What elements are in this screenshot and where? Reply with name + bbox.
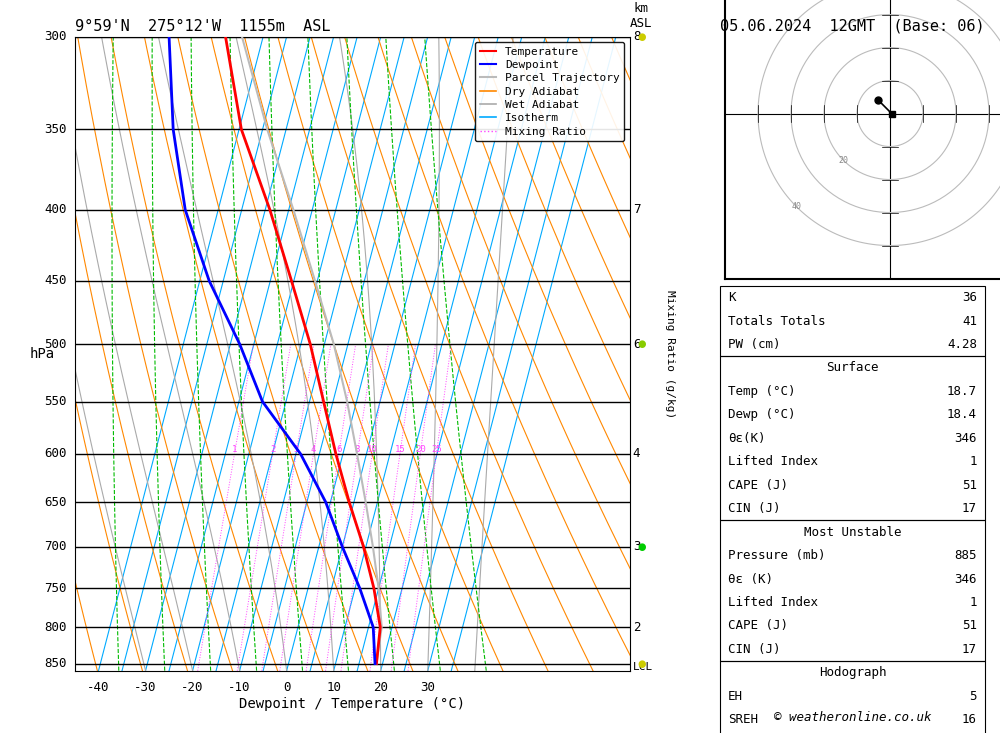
Text: 7: 7: [633, 203, 640, 216]
Text: θε(K): θε(K): [728, 432, 766, 445]
Text: Most Unstable: Most Unstable: [804, 526, 901, 539]
Text: 650: 650: [44, 496, 67, 509]
Text: 51: 51: [962, 479, 977, 492]
Text: Surface: Surface: [826, 361, 879, 375]
Text: 8: 8: [633, 30, 640, 43]
Text: 4: 4: [633, 447, 640, 460]
Text: 4.28: 4.28: [947, 338, 977, 351]
Text: Hodograph: Hodograph: [819, 666, 886, 679]
Text: 0: 0: [283, 682, 290, 694]
Text: θε (K): θε (K): [728, 572, 773, 586]
Text: LCL: LCL: [633, 662, 653, 672]
Text: 550: 550: [44, 395, 67, 408]
Text: 05.06.2024  12GMT  (Base: 06): 05.06.2024 12GMT (Base: 06): [720, 18, 985, 33]
Text: 346: 346: [954, 572, 977, 586]
Text: 20: 20: [838, 155, 848, 165]
Text: CIN (J): CIN (J): [728, 643, 780, 656]
Text: 800: 800: [44, 621, 67, 633]
Text: 2: 2: [633, 621, 640, 633]
Text: 15: 15: [395, 445, 405, 454]
Text: Lifted Index: Lifted Index: [728, 596, 818, 609]
Text: 10: 10: [326, 682, 341, 694]
Text: 25: 25: [431, 445, 442, 454]
Text: 17: 17: [962, 643, 977, 656]
Text: 40: 40: [792, 202, 802, 211]
Text: 850: 850: [44, 658, 67, 670]
Text: 1: 1: [970, 455, 977, 468]
Text: 20: 20: [415, 445, 426, 454]
Text: Pressure (mb): Pressure (mb): [728, 549, 826, 562]
Text: 6: 6: [633, 338, 640, 350]
Text: 450: 450: [44, 274, 67, 287]
Text: Temp (°C): Temp (°C): [728, 385, 796, 398]
Text: 3: 3: [293, 445, 299, 454]
Text: CAPE (J): CAPE (J): [728, 619, 788, 633]
Text: 4: 4: [311, 445, 316, 454]
Text: Dewp (°C): Dewp (°C): [728, 408, 796, 421]
Text: 9°59'N  275°12'W  1155m  ASL: 9°59'N 275°12'W 1155m ASL: [75, 19, 330, 34]
Text: 5: 5: [970, 690, 977, 703]
Text: CIN (J): CIN (J): [728, 502, 780, 515]
Text: 18.4: 18.4: [947, 408, 977, 421]
Text: 1: 1: [970, 596, 977, 609]
Text: ●: ●: [638, 659, 646, 668]
Text: K: K: [728, 291, 736, 304]
Text: Totals Totals: Totals Totals: [728, 314, 826, 328]
Text: hPa: hPa: [29, 347, 54, 361]
Text: 41: 41: [962, 314, 977, 328]
Text: 3: 3: [633, 540, 640, 553]
Text: 17: 17: [962, 502, 977, 515]
Text: 700: 700: [44, 540, 67, 553]
Text: PW (cm): PW (cm): [728, 338, 780, 351]
Text: 6: 6: [336, 445, 341, 454]
Text: Dewpoint / Temperature (°C): Dewpoint / Temperature (°C): [239, 697, 466, 711]
Text: 36: 36: [962, 291, 977, 304]
Text: -30: -30: [134, 682, 157, 694]
Text: ●: ●: [638, 339, 646, 349]
Text: Mixing Ratio (g/kg): Mixing Ratio (g/kg): [665, 290, 675, 418]
Text: 885: 885: [954, 549, 977, 562]
Text: 750: 750: [44, 582, 67, 594]
Text: km
ASL: km ASL: [630, 2, 652, 30]
Text: CAPE (J): CAPE (J): [728, 479, 788, 492]
Text: -10: -10: [228, 682, 251, 694]
Text: 2: 2: [270, 445, 275, 454]
Text: 300: 300: [44, 30, 67, 43]
Text: ●: ●: [638, 542, 646, 552]
Text: 51: 51: [962, 619, 977, 633]
Text: 18.7: 18.7: [947, 385, 977, 398]
Legend: Temperature, Dewpoint, Parcel Trajectory, Dry Adiabat, Wet Adiabat, Isotherm, Mi: Temperature, Dewpoint, Parcel Trajectory…: [475, 43, 624, 141]
Text: Lifted Index: Lifted Index: [728, 455, 818, 468]
Text: 500: 500: [44, 338, 67, 350]
Text: 600: 600: [44, 447, 67, 460]
Text: -20: -20: [181, 682, 204, 694]
Text: EH: EH: [728, 690, 743, 703]
Text: 30: 30: [420, 682, 435, 694]
Text: 1: 1: [232, 445, 237, 454]
Text: SREH: SREH: [728, 713, 758, 726]
Text: 10: 10: [367, 445, 378, 454]
Text: ●: ●: [638, 32, 646, 42]
Text: 350: 350: [44, 123, 67, 136]
Text: 16: 16: [962, 713, 977, 726]
Text: 346: 346: [954, 432, 977, 445]
Text: 20: 20: [373, 682, 388, 694]
Text: 8: 8: [355, 445, 360, 454]
Text: 400: 400: [44, 203, 67, 216]
Text: -40: -40: [87, 682, 110, 694]
Text: © weatheronline.co.uk: © weatheronline.co.uk: [774, 711, 931, 724]
